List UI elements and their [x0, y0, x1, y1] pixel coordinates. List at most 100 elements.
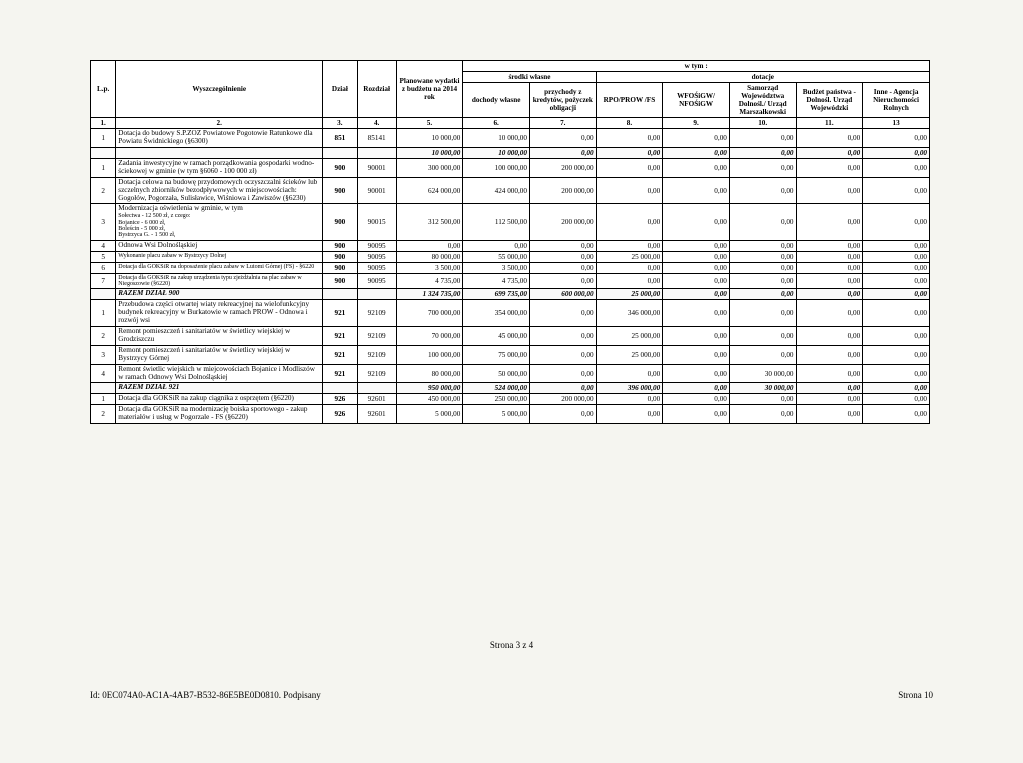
cell-inne: 0,00: [863, 158, 930, 177]
cell-plan: 700 000,00: [396, 300, 463, 327]
cell-description: Remont pomieszczeń i sanitariatów w świe…: [116, 345, 323, 364]
cell-przy: 200 000,00: [529, 158, 596, 177]
table-header: L.p. Wyszczególnienie Dział Rozdział Pla…: [91, 61, 930, 129]
cell-rpo: 346 000,00: [596, 300, 663, 327]
num-6: 6.: [463, 118, 530, 129]
cell-rpo: 25 000,00: [596, 251, 663, 262]
cell-dzial: 921: [323, 326, 357, 345]
cell-doch: 4 735,00: [463, 273, 530, 289]
cell-bud: 0,00: [796, 158, 863, 177]
cell-rpo: 0,00: [596, 273, 663, 289]
cell-plan: 70 000,00: [396, 326, 463, 345]
table-row: 10 000,0010 000,000,000,000,000,000,000,…: [91, 147, 930, 158]
cell-dzial: [323, 147, 357, 158]
cell-dzial: 921: [323, 364, 357, 383]
cell-description: RAZEM DZIAŁ 900: [116, 289, 323, 300]
cell-lp: 3: [91, 345, 116, 364]
cell-sam: 0,00: [729, 147, 796, 158]
cell-bud: 0,00: [796, 326, 863, 345]
cell-description: Dotacja dla GOKSiR na modernizację boisk…: [116, 405, 323, 424]
cell-wfos: 0,00: [663, 158, 730, 177]
cell-rpo: 0,00: [596, 129, 663, 148]
cell-wfos: 0,00: [663, 345, 730, 364]
num-5: 5.: [396, 118, 463, 129]
cell-bud: 0,00: [796, 289, 863, 300]
cell-inne: 0,00: [863, 251, 930, 262]
cell-bud: 0,00: [796, 204, 863, 240]
cell-wfos: 0,00: [663, 405, 730, 424]
cell-rozdzial: 90095: [357, 251, 396, 262]
cell-rozdzial: 92601: [357, 394, 396, 405]
cell-inne: 0,00: [863, 204, 930, 240]
cell-rozdzial: 90001: [357, 177, 396, 204]
cell-wfos: 0,00: [663, 129, 730, 148]
num-8: 8.: [596, 118, 663, 129]
cell-description: Modernizacja oświetlenia w gminie, w tym…: [116, 204, 323, 240]
cell-plan: 1 324 735,00: [396, 289, 463, 300]
cell-plan: 624 000,00: [396, 177, 463, 204]
cell-plan: 950 000,00: [396, 383, 463, 394]
cell-rpo: 0,00: [596, 240, 663, 251]
cell-description: Remont świetlic wiejskich w miejcowościa…: [116, 364, 323, 383]
cell-lp: 1: [91, 300, 116, 327]
cell-rozdzial: 92109: [357, 364, 396, 383]
cell-dzial: 926: [323, 405, 357, 424]
cell-rozdzial: 90095: [357, 240, 396, 251]
cell-bud: 0,00: [796, 240, 863, 251]
cell-inne: 0,00: [863, 383, 930, 394]
cell-rozdzial: [357, 383, 396, 394]
cell-dzial: 900: [323, 273, 357, 289]
cell-dzial: 926: [323, 394, 357, 405]
cell-przy: 600 000,00: [529, 289, 596, 300]
cell-rozdzial: 90095: [357, 273, 396, 289]
budget-table: L.p. Wyszczególnienie Dział Rozdział Pla…: [90, 60, 930, 424]
cell-wfos: 0,00: [663, 383, 730, 394]
footer-page-number: Strona 3 z 4: [0, 640, 1023, 650]
cell-rpo: 0,00: [596, 204, 663, 240]
document-page: L.p. Wyszczególnienie Dział Rozdział Pla…: [90, 60, 930, 424]
cell-bud: 0,00: [796, 383, 863, 394]
col-bud: Budżet państwa - Dolnośl. Urząd Wojewódz…: [796, 83, 863, 118]
cell-sam: 0,00: [729, 326, 796, 345]
cell-sam: 30 000,00: [729, 364, 796, 383]
cell-rpo: 0,00: [596, 364, 663, 383]
col-wyszcz: Wyszczególnienie: [116, 61, 323, 118]
cell-plan: 80 000,00: [396, 251, 463, 262]
cell-przy: 0,00: [529, 273, 596, 289]
cell-doch: 112 500,00: [463, 204, 530, 240]
cell-rozdzial: [357, 147, 396, 158]
col-sam: Samorząd Województwa Dolnośl./ Urząd Mar…: [729, 83, 796, 118]
cell-lp: 7: [91, 273, 116, 289]
cell-bud: 0,00: [796, 177, 863, 204]
cell-przy: 200 000,00: [529, 177, 596, 204]
col-plan: Planowane wydatki z budżetu na 2014 rok: [396, 61, 463, 118]
col-wfos: WFOŚiGW/ NFOŚiGW: [663, 83, 730, 118]
col-dzial: Dział: [323, 61, 357, 118]
col-przychody: przychody z kredytów, pożyczek obligacji: [529, 83, 596, 118]
num-10: 10.: [729, 118, 796, 129]
cell-lp: 4: [91, 364, 116, 383]
cell-lp: 5: [91, 251, 116, 262]
cell-plan: 5 000,00: [396, 405, 463, 424]
cell-bud: 0,00: [796, 345, 863, 364]
cell-plan: 100 000,00: [396, 345, 463, 364]
cell-description: Dotacja do budowy S.P.ZOZ Powiatowe Pogo…: [116, 129, 323, 148]
cell-sam: 0,00: [729, 345, 796, 364]
table-row: 3Remont pomieszczeń i sanitariatów w świ…: [91, 345, 930, 364]
cell-wfos: 0,00: [663, 251, 730, 262]
cell-lp: [91, 383, 116, 394]
cell-dzial: 900: [323, 204, 357, 240]
cell-lp: [91, 147, 116, 158]
cell-lp: 4: [91, 240, 116, 251]
cell-rpo: 0,00: [596, 177, 663, 204]
cell-wfos: 0,00: [663, 147, 730, 158]
cell-dzial: 921: [323, 345, 357, 364]
cell-wfos: 0,00: [663, 240, 730, 251]
table-row: 2Remont pomieszczeń i sanitariatów w świ…: [91, 326, 930, 345]
cell-inne: 0,00: [863, 405, 930, 424]
cell-dzial: 900: [323, 240, 357, 251]
cell-lp: 3: [91, 204, 116, 240]
cell-rozdzial: 92601: [357, 405, 396, 424]
footer-strona: Strona 10: [898, 690, 933, 700]
col-wtym: w tym :: [463, 61, 930, 72]
